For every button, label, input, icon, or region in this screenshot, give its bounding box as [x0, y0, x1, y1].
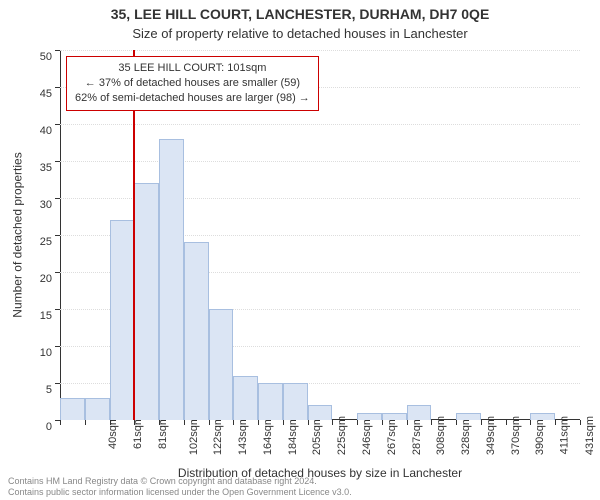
ytick-mark: [55, 309, 60, 310]
histogram-bar: [233, 376, 258, 420]
ytick-mark: [55, 198, 60, 199]
xtick-label: 267sqm: [386, 416, 398, 455]
xtick-mark: [506, 420, 507, 425]
footer-line2: Contains public sector information licen…: [8, 487, 352, 498]
xtick-mark: [357, 420, 358, 425]
ytick-mark: [55, 124, 60, 125]
histogram-bar: [258, 383, 283, 420]
xtick-label: 143sqm: [237, 416, 249, 455]
annotation-line3: 62% of semi-detached houses are larger (…: [75, 91, 310, 106]
xtick-label: 308sqm: [435, 416, 447, 455]
xtick-mark: [456, 420, 457, 425]
histogram-bar: [407, 405, 432, 420]
xtick-mark: [481, 420, 482, 425]
xtick-mark: [110, 420, 111, 425]
histogram-bar: [357, 413, 382, 420]
xtick-mark: [184, 420, 185, 425]
ytick-mark: [55, 161, 60, 162]
ytick-mark: [55, 383, 60, 384]
xtick-label: 328sqm: [460, 416, 472, 455]
ytick-label: 5: [22, 384, 52, 396]
ytick-label: 35: [22, 162, 52, 174]
xtick-mark: [407, 420, 408, 425]
xtick-label: 411sqm: [558, 416, 570, 454]
xtick-mark: [431, 420, 432, 425]
footer-attribution: Contains HM Land Registry data © Crown c…: [8, 476, 352, 498]
histogram-bar: [530, 413, 555, 420]
ytick-mark: [55, 50, 60, 51]
ytick-label: 10: [22, 347, 52, 359]
xtick-label: 164sqm: [262, 416, 274, 455]
ytick-label: 40: [22, 125, 52, 137]
y-axis-label-text: Number of detached properties: [11, 152, 25, 317]
xtick-mark: [60, 420, 61, 425]
histogram-bar: [110, 220, 135, 420]
ytick-label: 15: [22, 310, 52, 322]
ytick-mark: [55, 87, 60, 88]
xtick-mark: [258, 420, 259, 425]
xtick-mark: [308, 420, 309, 425]
histogram-bar: [134, 183, 159, 420]
xtick-mark: [233, 420, 234, 425]
xtick-mark: [580, 420, 581, 425]
xtick-mark: [159, 420, 160, 425]
ytick-label: 30: [22, 199, 52, 211]
xtick-label: 205sqm: [312, 416, 324, 455]
xtick-label: 287sqm: [411, 416, 423, 455]
histogram-bar: [382, 413, 407, 420]
xtick-label: 431sqm: [584, 416, 596, 455]
ytick-mark: [55, 346, 60, 347]
xtick-mark: [209, 420, 210, 425]
xtick-mark: [382, 420, 383, 425]
figure: 35, LEE HILL COURT, LANCHESTER, DURHAM, …: [0, 0, 600, 500]
chart-subtitle: Size of property relative to detached ho…: [0, 26, 600, 41]
xtick-label: 370sqm: [510, 416, 522, 455]
xtick-mark: [85, 420, 86, 425]
ytick-mark: [55, 272, 60, 273]
ytick-label: 45: [22, 88, 52, 100]
xtick-label: 184sqm: [287, 416, 299, 455]
xtick-label: 246sqm: [361, 416, 373, 455]
histogram-bar: [85, 398, 110, 420]
y-axis-label: Number of detached properties: [10, 50, 26, 420]
histogram-bar: [184, 242, 209, 420]
xtick-mark: [134, 420, 135, 425]
gridline-h: [60, 161, 580, 162]
xtick-label: 349sqm: [485, 416, 497, 455]
xtick-mark: [555, 420, 556, 425]
chart-title-address: 35, LEE HILL COURT, LANCHESTER, DURHAM, …: [0, 6, 600, 22]
histogram-bar: [456, 413, 481, 420]
annotation-line2: ← 37% of detached houses are smaller (59…: [75, 76, 310, 91]
histogram-bar: [60, 398, 85, 420]
xtick-label: 122sqm: [213, 416, 225, 455]
ytick-label: 20: [22, 273, 52, 285]
histogram-bar: [283, 383, 308, 420]
xtick-label: 225sqm: [336, 416, 348, 455]
xtick-mark: [530, 420, 531, 425]
histogram-bar: [209, 309, 234, 420]
gridline-h: [60, 50, 580, 51]
xtick-label: 390sqm: [534, 416, 546, 455]
gridline-h: [60, 124, 580, 125]
xtick-mark: [332, 420, 333, 425]
footer-line1: Contains HM Land Registry data © Crown c…: [8, 476, 352, 487]
ytick-label: 25: [22, 236, 52, 248]
ytick-label: 0: [22, 421, 52, 433]
plot-area: 0510152025303540455040sqm61sqm81sqm102sq…: [60, 50, 580, 420]
annotation-line1: 35 LEE HILL COURT: 101sqm: [75, 61, 310, 76]
histogram-bar: [308, 405, 333, 420]
ytick-mark: [55, 235, 60, 236]
ytick-label: 50: [22, 51, 52, 63]
annotation-box: 35 LEE HILL COURT: 101sqm← 37% of detach…: [66, 56, 319, 111]
xtick-mark: [283, 420, 284, 425]
xtick-label: 102sqm: [188, 416, 200, 455]
histogram-bar: [159, 139, 184, 420]
